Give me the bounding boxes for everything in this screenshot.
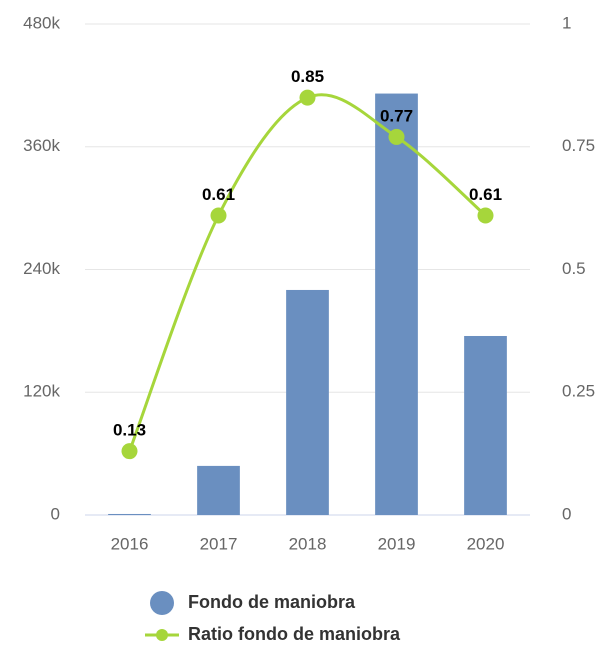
y-tick-label: 120k	[23, 382, 60, 401]
line-point	[388, 128, 405, 145]
data-label: 0.61	[469, 185, 502, 204]
legend-label: Fondo de maniobra	[188, 592, 356, 612]
y2-tick-label: 0.5	[562, 259, 586, 278]
x-tick-label: 2018	[289, 534, 327, 553]
line	[128, 93, 487, 452]
x-tick-label: 2016	[111, 534, 149, 553]
x-tick-label: 2020	[467, 534, 505, 553]
bar	[286, 289, 329, 515]
bar	[197, 465, 240, 515]
y2-tick-label: 0.75	[562, 136, 595, 155]
legend-marker	[156, 629, 168, 641]
y2-tick-label: 1	[562, 13, 571, 32]
y-tick-label: 480k	[23, 13, 60, 32]
line-point	[121, 443, 138, 460]
legend-label: Ratio fondo de maniobra	[188, 624, 401, 644]
bar	[108, 513, 151, 515]
x-tick-label: 2017	[200, 534, 238, 553]
y2-tick-label: 0.25	[562, 382, 595, 401]
data-label: 0.61	[202, 185, 235, 204]
data-label: 0.77	[380, 106, 413, 125]
bar	[464, 335, 507, 515]
line-point	[477, 207, 494, 224]
y-tick-label: 240k	[23, 259, 60, 278]
legend-marker	[150, 591, 174, 615]
line-point	[299, 89, 316, 106]
bar	[375, 93, 418, 515]
data-label: 0.85	[291, 67, 324, 86]
y-tick-label: 360k	[23, 136, 60, 155]
data-label: 0.13	[113, 421, 146, 440]
y-tick-label: 0	[51, 504, 60, 523]
y2-tick-label: 0	[562, 504, 571, 523]
line-point	[210, 207, 227, 224]
x-tick-label: 2019	[378, 534, 416, 553]
